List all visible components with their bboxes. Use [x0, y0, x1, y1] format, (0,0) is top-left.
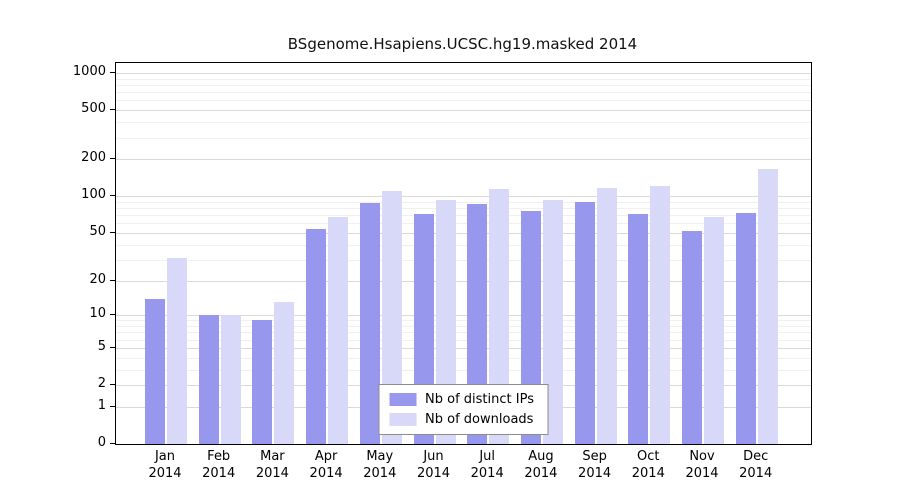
gridline — [116, 78, 811, 80]
bar-distinct-ips-oct — [628, 213, 649, 444]
x-tick-label-sep: Sep 2014 — [578, 449, 612, 481]
bar-downloads-jul — [489, 188, 510, 444]
bar-downloads-dec — [757, 169, 778, 444]
bar-downloads-nov — [704, 217, 724, 444]
legend-label-distinct-ips: Nb of distinct IPs — [425, 392, 534, 407]
bar-distinct-ips-jan — [145, 298, 165, 444]
y-tick-mark — [110, 384, 115, 385]
x-tick-label-apr: Apr 2014 — [309, 449, 343, 481]
y-tick-mark — [110, 314, 115, 316]
gridline — [116, 84, 811, 86]
y-tick-label-0: 0 — [97, 435, 106, 450]
gridline — [116, 208, 811, 210]
x-tick-label-nov: Nov 2014 — [685, 449, 719, 481]
x-tick-label-feb: Feb 2014 — [202, 449, 236, 481]
x-tick-label-jan: Jan 2014 — [148, 449, 182, 481]
legend-swatch-downloads — [389, 413, 417, 426]
y-tick-label-100: 100 — [81, 187, 106, 203]
chart-title: BSgenome.Hsapiens.UCSC.hg19.masked 2014 — [287, 35, 638, 53]
y-tick-mark — [110, 443, 115, 444]
bar-downloads-jun — [435, 200, 456, 444]
y-tick-mark — [110, 195, 115, 197]
bar-downloads-jan — [167, 257, 187, 444]
x-tick-label-jul: Jul 2014 — [470, 449, 504, 481]
gridline — [116, 92, 811, 94]
gridline — [116, 122, 811, 124]
gridline — [116, 110, 811, 112]
y-tick-mark — [110, 109, 115, 111]
legend-swatch-distinct-ips — [389, 393, 417, 406]
bar-distinct-ips-jul — [467, 203, 488, 444]
bar-downloads-apr — [328, 216, 349, 444]
bar-downloads-aug — [542, 200, 563, 444]
y-tick-label-1000: 1000 — [72, 64, 106, 79]
x-tick-label-aug: Aug 2014 — [524, 449, 558, 481]
x-tick-label-may: May 2014 — [363, 449, 397, 481]
plot-area: Nb of distinct IPs Nb of downloads — [115, 62, 812, 445]
gridline — [116, 159, 811, 161]
y-tick-label-1: 1 — [97, 397, 106, 413]
gridline — [116, 215, 811, 217]
bar-downloads-feb — [220, 315, 241, 444]
gridline — [116, 100, 811, 102]
y-tick-label-200: 200 — [81, 150, 106, 166]
y-tick-label-50: 50 — [89, 223, 106, 239]
y-tick-mark — [110, 231, 115, 233]
legend-label-downloads: Nb of downloads — [425, 412, 534, 427]
y-tick-label-10: 10 — [89, 306, 106, 322]
bar-distinct-ips-feb — [198, 315, 219, 444]
legend-item-downloads: Nb of downloads — [389, 412, 534, 427]
y-tick-mark — [110, 279, 115, 281]
bar-downloads-oct — [650, 186, 671, 444]
gridline — [116, 201, 811, 203]
y-tick-label-20: 20 — [89, 271, 106, 287]
y-tick-label-5: 5 — [97, 338, 106, 354]
bar-downloads-sep — [596, 188, 617, 444]
gridline — [116, 137, 811, 139]
bar-distinct-ips-apr — [306, 228, 327, 444]
bar-distinct-ips-sep — [574, 201, 595, 444]
x-tick-label-oct: Oct 2014 — [631, 449, 665, 481]
y-tick-mark — [110, 405, 115, 407]
y-tick-label-2: 2 — [97, 376, 106, 391]
legend-item-distinct-ips: Nb of distinct IPs — [389, 392, 534, 407]
y-tick-mark — [110, 346, 115, 348]
x-tick-label-jun: Jun 2014 — [416, 449, 451, 481]
bar-distinct-ips-dec — [735, 212, 756, 444]
gridline — [116, 196, 811, 198]
x-tick-label-mar: Mar 2014 — [255, 449, 289, 481]
x-tick-label-dec: Dec 2014 — [739, 449, 773, 481]
gridline — [116, 73, 811, 74]
y-tick-mark — [110, 158, 115, 160]
legend: Nb of distinct IPs Nb of downloads — [378, 384, 549, 435]
bar-downloads-may — [381, 191, 402, 444]
bar-distinct-ips-nov — [682, 230, 702, 444]
y-tick-mark — [110, 72, 115, 73]
bar-distinct-ips-may — [359, 202, 380, 444]
y-tick-label-500: 500 — [81, 101, 106, 117]
bar-distinct-ips-mar — [252, 320, 273, 444]
bar-downloads-mar — [274, 302, 295, 444]
